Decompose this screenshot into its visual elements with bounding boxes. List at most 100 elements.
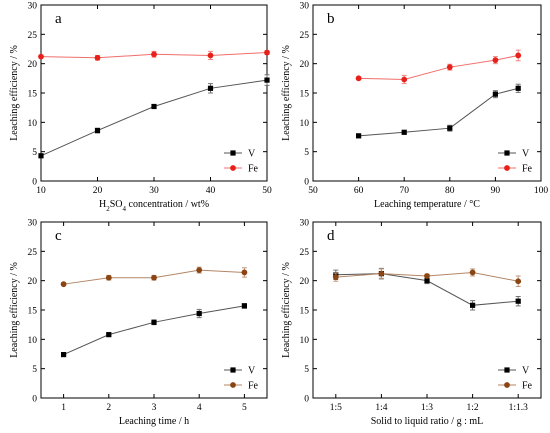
series-Fe <box>38 49 270 61</box>
legend-entry-V: V <box>224 366 256 377</box>
data-point <box>241 303 247 309</box>
y-tick-label: 15 <box>28 90 38 100</box>
x-axis-label: Leaching time / h <box>119 416 189 427</box>
data-point <box>355 75 362 82</box>
series-V <box>356 83 521 139</box>
x-tick-label: 40 <box>206 186 216 196</box>
data-point <box>515 278 522 285</box>
x-tick-label: 2 <box>106 403 111 413</box>
chart-panel-b: 50 60 70 80 90 100 0 5 10 15 20 25 30 Leaching effici… <box>281 2 548 211</box>
x-tick-label: 3 <box>152 403 157 413</box>
legend-entry-V: V <box>498 149 530 160</box>
x-axis-label-part: 2 <box>106 205 110 213</box>
legend-entry-V: V <box>498 366 530 377</box>
x-tick-label: 30 <box>149 186 159 196</box>
x-tick-label: 1:4 <box>375 403 387 413</box>
data-point <box>515 52 522 59</box>
data-point <box>515 298 521 304</box>
legend-entry-Fe: Fe <box>498 381 533 392</box>
x-axis-label-part: SO <box>110 199 123 210</box>
data-point <box>94 127 101 134</box>
y-tick-label: 0 <box>32 395 37 405</box>
x-tick-label: 1:1.3 <box>509 403 529 413</box>
x-tick-label: 80 <box>445 186 455 196</box>
data-point <box>401 76 408 83</box>
data-point <box>492 91 498 97</box>
legend-label: V <box>248 149 256 160</box>
y-axis-label: Leaching efficiency / % <box>281 262 292 358</box>
legend-entry-Fe: Fe <box>498 164 533 175</box>
y-tick-label: 25 <box>28 248 38 258</box>
legend-entry-V: V <box>224 149 256 160</box>
y-tick-label: 30 <box>300 219 310 229</box>
data-point <box>60 281 67 288</box>
x-tick-label: 10 <box>36 186 46 196</box>
panel-letter: a <box>55 11 62 27</box>
legend-label: Fe <box>522 164 533 175</box>
x-axis-label: H2SO4 concentration / wt% <box>99 199 209 213</box>
y-axis-label: Leaching efficiency / % <box>281 45 292 141</box>
y-tick-label: 30 <box>28 219 38 229</box>
legend-marker <box>230 382 236 388</box>
data-point <box>196 310 202 317</box>
y-tick-label: 20 <box>300 277 310 287</box>
data-point <box>424 273 430 279</box>
data-point <box>151 274 157 281</box>
y-tick-label: 0 <box>304 395 309 405</box>
y-tick-label: 20 <box>300 60 310 70</box>
chart-panel-a: 10 20 30 40 50 0 5 10 15 20 25 30 Leaching efficienc… <box>9 2 272 214</box>
legend-marker <box>504 382 510 388</box>
data-point <box>515 85 521 91</box>
legend-marker <box>504 165 510 171</box>
data-point <box>424 278 430 284</box>
x-tick-label: 1 <box>61 403 66 413</box>
x-axis-label-part: 4 <box>123 205 127 213</box>
series-V <box>38 74 270 159</box>
legend-label: Fe <box>522 381 533 392</box>
data-point <box>207 85 214 91</box>
chart-panel-d: 1:5 1:4 1:3 1:2 1:1.3 0 5 10 15 20 25 30 Leaching ef… <box>281 219 542 427</box>
x-tick-label: 90 <box>491 186 501 196</box>
y-tick-label: 5 <box>304 365 309 375</box>
data-point <box>264 77 270 83</box>
y-tick-label: 10 <box>28 336 38 346</box>
data-point <box>356 133 362 139</box>
legend-marker <box>504 367 510 373</box>
x-tick-label: 1:5 <box>330 403 342 413</box>
y-tick-label: 10 <box>300 336 310 346</box>
data-point <box>106 332 112 338</box>
legend-marker <box>230 367 236 373</box>
series-Fe <box>355 49 522 85</box>
y-tick-label: 15 <box>300 90 310 100</box>
series-Fe <box>332 268 522 288</box>
data-point <box>94 54 101 61</box>
y-axis-label: Leaching efficiency / % <box>9 45 20 141</box>
data-point <box>401 129 407 135</box>
y-tick-label: 10 <box>300 119 310 129</box>
y-tick-label: 5 <box>32 365 37 375</box>
data-point <box>61 351 67 358</box>
legend-label: V <box>522 149 530 160</box>
y-tick-label: 25 <box>300 31 310 41</box>
y-tick-label: 30 <box>300 2 310 12</box>
y-tick-label: 30 <box>28 2 38 12</box>
x-tick-label: 20 <box>93 186 103 196</box>
data-point <box>378 270 385 277</box>
legend-label: V <box>522 366 530 377</box>
data-point <box>38 53 44 60</box>
x-tick-label: 1:3 <box>421 403 433 413</box>
x-axis-label: Solid to liquid ratio / g : mL <box>371 416 484 427</box>
data-point <box>447 125 453 131</box>
data-point <box>151 103 157 110</box>
y-tick-label: 20 <box>28 277 38 287</box>
legend-marker <box>504 150 510 156</box>
legend-entry-Fe: Fe <box>224 381 259 392</box>
y-tick-label: 10 <box>28 119 38 129</box>
series-V <box>61 303 247 358</box>
series-Fe <box>60 266 248 288</box>
panel-letter: b <box>327 11 335 27</box>
x-tick-label: 70 <box>399 186 409 196</box>
y-tick-label: 25 <box>300 248 310 258</box>
data-point <box>207 52 214 59</box>
